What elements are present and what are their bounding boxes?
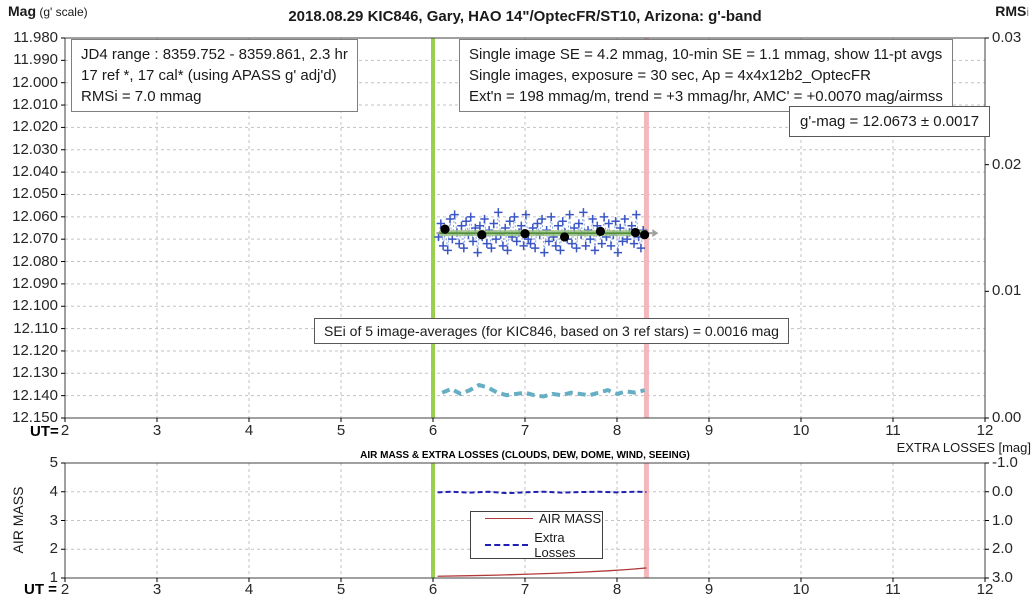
bottom-x-tick-label: 4 [244, 581, 254, 598]
top-yl-tick-label: 12.060 [12, 207, 58, 225]
bottom-x-tick-label: 12 [976, 581, 994, 598]
top-yl-tick-label: 12.110 [13, 319, 58, 337]
image-average-dot [630, 227, 641, 238]
right-axis-title-sub: i [1026, 5, 1029, 19]
rms-series [441, 382, 646, 399]
bottom-yl-tick-label: 1 [49, 569, 58, 586]
extra-losses-series [437, 490, 647, 495]
bottom-x-tick-label: 7 [520, 581, 530, 598]
sei-note: SEi of 5 image-averages (for KIC846, bas… [314, 318, 789, 344]
top-yl-tick-label: 12.080 [12, 252, 58, 270]
top-yl-tick-label: 12.090 [12, 274, 58, 292]
bottom-yr-tick-label: 2.0 [992, 540, 1013, 558]
right-axis-title: RMSi [995, 3, 1029, 19]
top-yl-tick-label: 12.050 [12, 185, 58, 203]
bottom-chart-title: AIR MASS & EXTRA LOSSES (CLOUDS, DEW, DO… [360, 450, 690, 461]
left-axis-title-bold: Mag [8, 3, 36, 19]
bottom-yl-tick-label: 3 [49, 511, 58, 529]
ut-label-bottom: UT = [24, 581, 57, 598]
top-yr-tick-label: 0.00 [992, 409, 1022, 426]
bottom-x-tick-label: 3 [152, 581, 162, 598]
top-x-tick-label: 2 [60, 422, 70, 439]
ut-label-top: UT= [30, 423, 59, 440]
image-average-dot [520, 228, 530, 239]
left-axis-title: Mag (g' scale) [8, 3, 88, 19]
jd4-line-2: 17 ref *, 17 cal* (using APASS g' adj'd) [81, 67, 337, 84]
top-yl-tick-label: 12.070 [12, 230, 58, 248]
top-yr-tick-label: 0.01 [992, 282, 1022, 300]
top-yr-tick-label: 0.02 [992, 155, 1022, 173]
image-average-dot [640, 230, 650, 240]
top-yl-tick-label: 12.130 [12, 364, 58, 382]
extra-losses-axis-label: EXTRA LOSSES [mag] [896, 440, 1031, 455]
bottom-yr-tick-label: 1.0 [992, 511, 1013, 529]
jd4-line-3: RMSi = 7.0 mmag [81, 88, 202, 105]
top-x-tick-label: 12 [976, 422, 994, 439]
top-yl-tick-label: 12.120 [12, 341, 58, 359]
airmass-series [437, 567, 647, 577]
chart-title: 2018.08.29 KIC846, Gary, HAO 14"/OptecFR… [288, 8, 762, 25]
bottom-yr-tick-label: 0.0 [992, 482, 1013, 500]
bottom-x-tick-label: 9 [704, 581, 714, 598]
bottom-yl-tick-label: 5 [49, 454, 58, 471]
top-yl-tick-label: 12.140 [12, 386, 58, 404]
top-x-tick-label: 3 [152, 422, 162, 439]
top-yl-tick-label: 12.100 [12, 297, 58, 315]
right-axis-title-bold: RMS [995, 3, 1027, 19]
top-yl-tick-label: 12.000 [12, 73, 58, 91]
top-x-tick-label: 7 [520, 422, 530, 439]
top-x-tick-label: 8 [612, 422, 622, 439]
bottom-x-tick-label: 10 [792, 581, 810, 598]
extra-losses-line-sample [485, 543, 529, 546]
top-yl-tick-label: 11.980 [13, 29, 58, 46]
top-x-tick-label: 6 [428, 422, 438, 439]
legend-label-extra-losses: Extra Losses [534, 529, 576, 560]
image-average-dot [477, 230, 487, 240]
top-yl-tick-label: 12.010 [12, 96, 58, 114]
bottom-x-tick-label: 11 [885, 581, 901, 598]
bottom-yr-tick-label: -1.0 [992, 454, 1018, 471]
top-yr-tick-label: 0.03 [992, 29, 1022, 46]
top-yl-tick-label: 12.150 [12, 409, 58, 426]
bottom-x-tick-label: 5 [336, 581, 346, 598]
top-yl-tick-label: 12.040 [12, 163, 58, 181]
image-average-dot [559, 232, 570, 242]
se-line-3: Ext'n = 198 mmag/m, trend = +3 mmag/hr, … [469, 88, 943, 105]
bottom-yl-tick-label: 4 [49, 482, 58, 500]
mean-line-arrow [652, 229, 659, 238]
top-yl-tick-label: 12.030 [12, 140, 58, 158]
image-average-dot [595, 226, 606, 236]
legend-row-airmass: AIR MASS [471, 511, 602, 526]
bottom-x-tick-label: 8 [612, 581, 622, 598]
jd4-range-note: JD4 range : 8359.752 - 8359.861, 2.3 hr … [71, 39, 358, 112]
legend-row-extra-losses: Extra Losses [471, 530, 602, 560]
left-axis-title-rest: (g' scale) [36, 5, 88, 19]
top-x-tick-label: 9 [704, 422, 714, 439]
gmag-result-note: g'-mag = 12.0673 ± 0.0017 [789, 106, 991, 137]
se-line-1: Single image SE = 4.2 mmag, 10-min SE = … [469, 46, 943, 63]
single-image-note: Single image SE = 4.2 mmag, 10-min SE = … [459, 39, 953, 112]
top-x-tick-label: 4 [244, 422, 254, 439]
bottom-x-tick-label: 2 [60, 581, 70, 598]
top-yl-tick-label: 11.990 [13, 51, 58, 69]
se-line-2: Single images, exposure = 30 sec, Ap = 4… [469, 67, 871, 84]
legend-label-airmass: AIR MASS [539, 510, 602, 526]
image-average-dot [440, 224, 450, 234]
bottom-yr-tick-label: 3.0 [992, 569, 1013, 586]
airmass-line-sample [485, 517, 533, 519]
legend: AIR MASS Extra Losses [470, 511, 603, 560]
airmass-axis-label: AIR MASS [10, 486, 26, 554]
bottom-x-tick-label: 6 [428, 581, 438, 598]
top-x-tick-label: 10 [792, 422, 810, 439]
top-yl-tick-label: 12.020 [12, 118, 58, 136]
top-x-tick-label: 11 [885, 422, 901, 439]
top-x-tick-label: 5 [336, 422, 346, 439]
bottom-yl-tick-label: 2 [49, 540, 58, 558]
jd4-line-1: JD4 range : 8359.752 - 8359.861, 2.3 hr [81, 46, 348, 63]
